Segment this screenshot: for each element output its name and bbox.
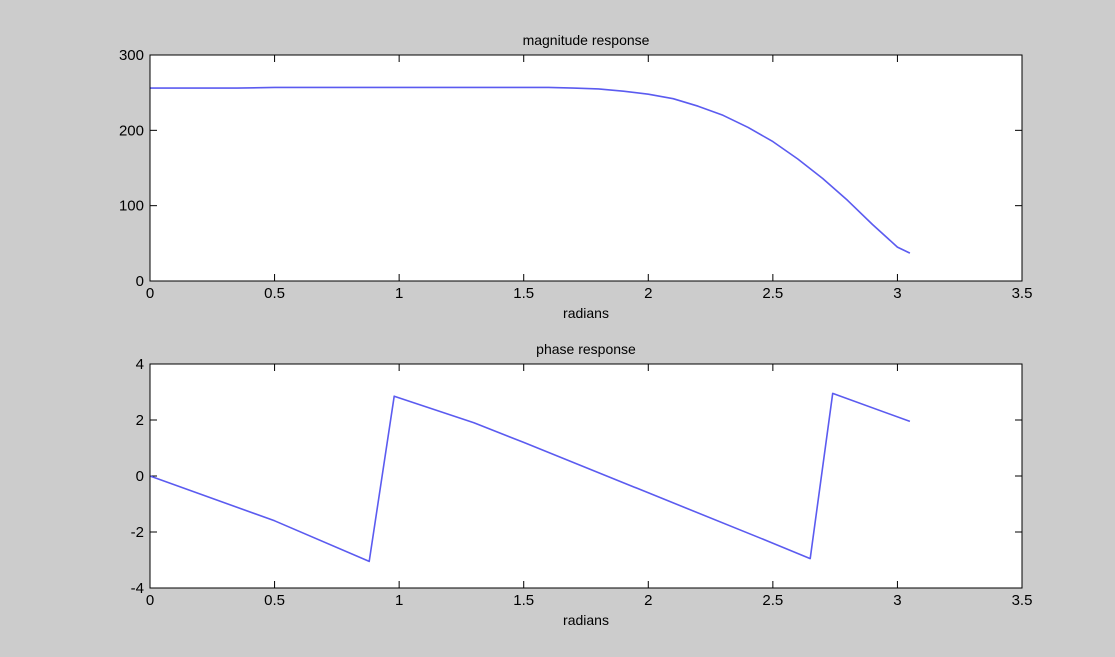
chart-title: phase response bbox=[536, 341, 636, 357]
x-tick-label: 2.5 bbox=[762, 592, 783, 609]
x-tick-label: 3 bbox=[893, 285, 901, 302]
y-tick-label: 0 bbox=[136, 273, 144, 290]
y-tick-label: 300 bbox=[119, 47, 144, 64]
x-tick-label: 3.5 bbox=[1012, 592, 1033, 609]
series-line-1 bbox=[149, 392, 911, 563]
y-tick-label: 100 bbox=[119, 198, 144, 215]
subplot-2: 0 0.5 1 1.5 2 2.5 3 3.5 -4 -2 0 2 4 phase response rad… bbox=[131, 341, 1033, 628]
x-tick-label: 2.5 bbox=[762, 285, 783, 302]
x-axis-label: radians bbox=[563, 612, 609, 628]
axes-frame bbox=[149, 363, 1023, 589]
x-tick-label: 2 bbox=[644, 285, 652, 302]
y-tick-label: 0 bbox=[136, 468, 144, 485]
x-tick-label: 3 bbox=[893, 592, 901, 609]
x-tick-label: 0 bbox=[146, 285, 154, 302]
axes-frame bbox=[149, 54, 1023, 282]
x-tick-label: 0 bbox=[146, 592, 154, 609]
chart-title: magnitude response bbox=[523, 32, 650, 48]
x-tick-label: 1 bbox=[395, 285, 403, 302]
x-tick-label: 0.5 bbox=[264, 592, 285, 609]
series-line-1 bbox=[150, 86, 911, 254]
subplot-1: 0 0.5 1 1.5 2 2.5 3 3.5 0 100 200 300 magnitude resp… bbox=[119, 32, 1032, 321]
x-tick-label: 2 bbox=[644, 592, 652, 609]
x-tick-label: 1.5 bbox=[513, 285, 534, 302]
x-tick-label: 3.5 bbox=[1012, 285, 1033, 302]
x-tick-label: 1.5 bbox=[513, 592, 534, 609]
plot-area bbox=[150, 364, 1022, 588]
y-tick-label: 4 bbox=[136, 356, 144, 373]
plot-area bbox=[150, 55, 1022, 281]
x-axis-label: radians bbox=[563, 305, 609, 321]
x-tick-label: 0.5 bbox=[264, 285, 285, 302]
y-tick-label: 200 bbox=[119, 122, 144, 139]
y-tick-label: -4 bbox=[131, 580, 144, 597]
y-tick-label: -2 bbox=[131, 524, 144, 541]
y-tick-label: 2 bbox=[136, 412, 144, 429]
x-tick-label: 1 bbox=[395, 592, 403, 609]
